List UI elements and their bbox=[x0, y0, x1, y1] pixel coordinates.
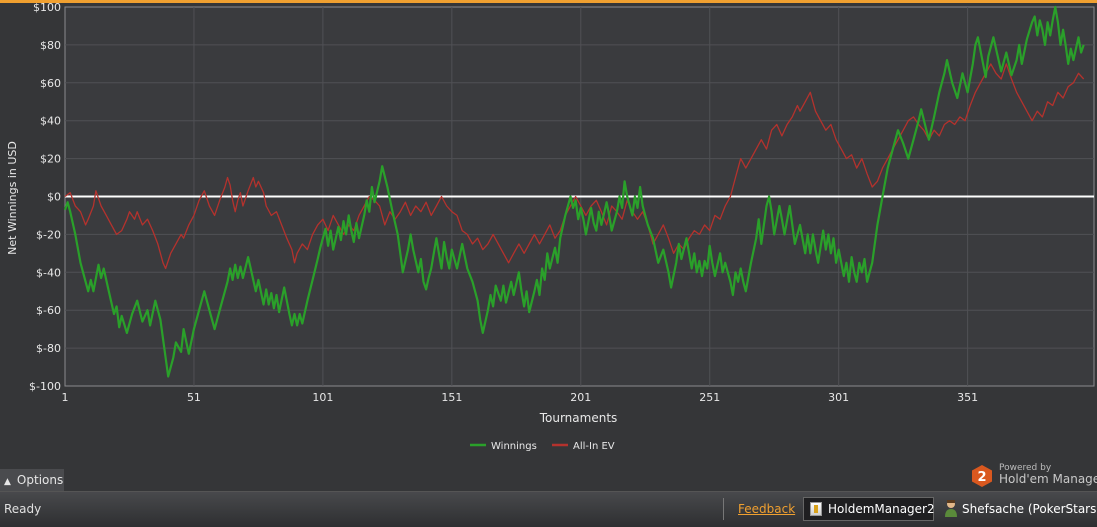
top-accent-line bbox=[0, 0, 1097, 3]
all-in-ev-series-line bbox=[64, 63, 1085, 270]
y-tick-label: $100 bbox=[33, 3, 61, 14]
y-tick-label: $-100 bbox=[29, 380, 61, 393]
holdem-manager-task-label: HoldemManager2 bbox=[828, 502, 935, 516]
avatar-icon bbox=[945, 500, 957, 517]
y-tick-label: $-80 bbox=[36, 342, 61, 355]
x-tick-label: 151 bbox=[441, 391, 462, 404]
series-lines bbox=[63, 5, 1085, 378]
holdem-manager-task-button[interactable]: HoldemManager2 bbox=[803, 497, 935, 521]
hex-logo-icon: 2 bbox=[972, 465, 992, 487]
powered-brand-text: Hold'em Manager bbox=[999, 472, 1097, 486]
y-tick-label: $60 bbox=[40, 77, 61, 90]
player-task-label: Shefsache (PokerStars) bbox=[962, 502, 1097, 516]
hex-logo-digit: 2 bbox=[977, 470, 986, 485]
y-axis-label: Net Winnings in USD bbox=[6, 141, 19, 255]
y-tick-label: $-40 bbox=[36, 266, 61, 279]
y-tick-label: $0 bbox=[47, 191, 61, 204]
feedback-link[interactable]: Feedback bbox=[738, 502, 796, 516]
y-tick-label: $40 bbox=[40, 115, 61, 128]
winnings-series-line bbox=[63, 5, 1085, 378]
y-tick-label: $20 bbox=[40, 153, 61, 166]
x-tick-label: 201 bbox=[570, 391, 591, 404]
x-axis-ticks: 1 51 101 151 201 251 301 351 bbox=[62, 391, 979, 404]
options-label: Options bbox=[16, 473, 64, 487]
powered-by-text: Powered by bbox=[999, 463, 1052, 473]
y-tick-label: $-60 bbox=[36, 304, 61, 317]
legend: Winnings All-In EV bbox=[470, 441, 615, 452]
legend-winnings-label: Winnings bbox=[491, 441, 537, 452]
y-tick-label: $-20 bbox=[36, 228, 61, 241]
status-text: Ready bbox=[4, 502, 42, 516]
x-tick-label: 351 bbox=[957, 391, 978, 404]
x-tick-label: 251 bbox=[699, 391, 720, 404]
legend-ev-label: All-In EV bbox=[573, 441, 615, 452]
x-tick-label: 301 bbox=[828, 391, 849, 404]
winnings-chart: $100$80$60$40$20$0$-20$-40$-60$-80$-100 … bbox=[6, 3, 1095, 452]
x-tick-label: 1 bbox=[62, 391, 69, 404]
chevron-up-icon: ▲ bbox=[4, 477, 11, 487]
document-icon bbox=[810, 502, 822, 516]
y-tick-label: $80 bbox=[40, 39, 61, 52]
options-toggle-button[interactable]: ▲ Options bbox=[0, 469, 64, 491]
x-axis-label: Tournaments bbox=[539, 411, 618, 425]
y-axis-ticks: $100 $80 $60 $40 $20 $0 $-20 $-40 $-60 $-80 $-100 bbox=[29, 3, 61, 393]
x-tick-label: 51 bbox=[187, 391, 201, 404]
status-separator bbox=[723, 498, 724, 520]
x-tick-label: 101 bbox=[312, 391, 333, 404]
status-bar: Ready Feedback HoldemManager2 Shefsache … bbox=[0, 491, 1097, 527]
